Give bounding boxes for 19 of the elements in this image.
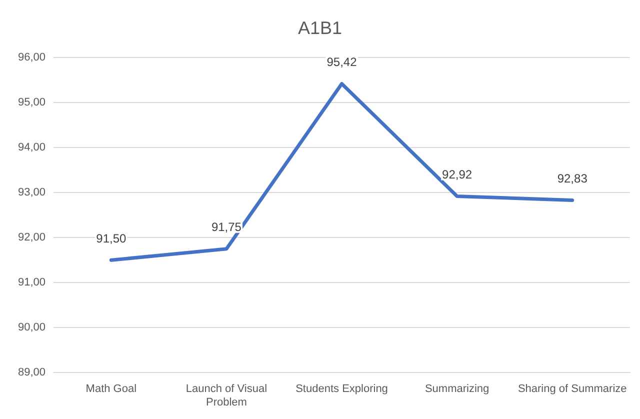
y-tick-label: 92,00 bbox=[18, 232, 46, 244]
data-label: 92,83 bbox=[557, 172, 588, 186]
y-tick-label: 93,00 bbox=[18, 186, 46, 199]
x-tick-label: Launch of Visual Problem bbox=[186, 383, 268, 408]
x-tick-label: Math Goal bbox=[86, 383, 137, 396]
data-label: 92,92 bbox=[442, 168, 472, 182]
y-tick-label: 91,00 bbox=[18, 276, 46, 289]
y-tick-label: 96,00 bbox=[18, 52, 46, 64]
y-tick-label: 90,00 bbox=[18, 322, 46, 334]
data-label: 91,50 bbox=[96, 231, 127, 246]
x-tick-label: Students Exploring bbox=[296, 383, 388, 396]
y-tick-label: 94,00 bbox=[18, 142, 46, 154]
y-tick-label: 89,00 bbox=[18, 366, 46, 379]
data-label: 95,42 bbox=[326, 55, 358, 70]
chart-title: A1B1 bbox=[298, 18, 342, 38]
x-tick-label: Sharing of Summarize bbox=[518, 383, 627, 396]
data-label: 91,75 bbox=[211, 220, 242, 234]
x-tick-label: Summarizing bbox=[424, 383, 490, 396]
y-tick-label: 95,00 bbox=[18, 96, 46, 109]
